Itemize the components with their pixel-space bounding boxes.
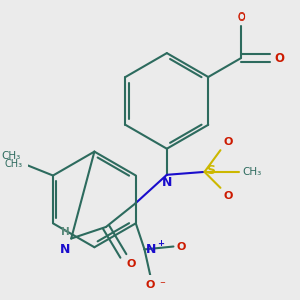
Text: O: O: [176, 242, 186, 251]
Text: CH₃: CH₃: [2, 151, 21, 161]
Text: O: O: [237, 12, 245, 22]
Text: +: +: [158, 239, 164, 248]
Text: ⁻: ⁻: [159, 280, 165, 290]
Text: N: N: [59, 243, 70, 256]
Text: CH₃: CH₃: [242, 167, 261, 177]
Text: O: O: [146, 280, 155, 290]
Text: S: S: [206, 164, 215, 177]
Text: O: O: [126, 259, 136, 269]
Text: O: O: [223, 191, 233, 201]
Text: O: O: [237, 14, 245, 23]
Text: N: N: [146, 243, 156, 256]
Text: CH₃: CH₃: [4, 159, 22, 169]
Text: O: O: [223, 137, 233, 147]
Text: H: H: [61, 227, 70, 237]
Text: O: O: [274, 52, 284, 65]
Text: N: N: [162, 176, 172, 189]
